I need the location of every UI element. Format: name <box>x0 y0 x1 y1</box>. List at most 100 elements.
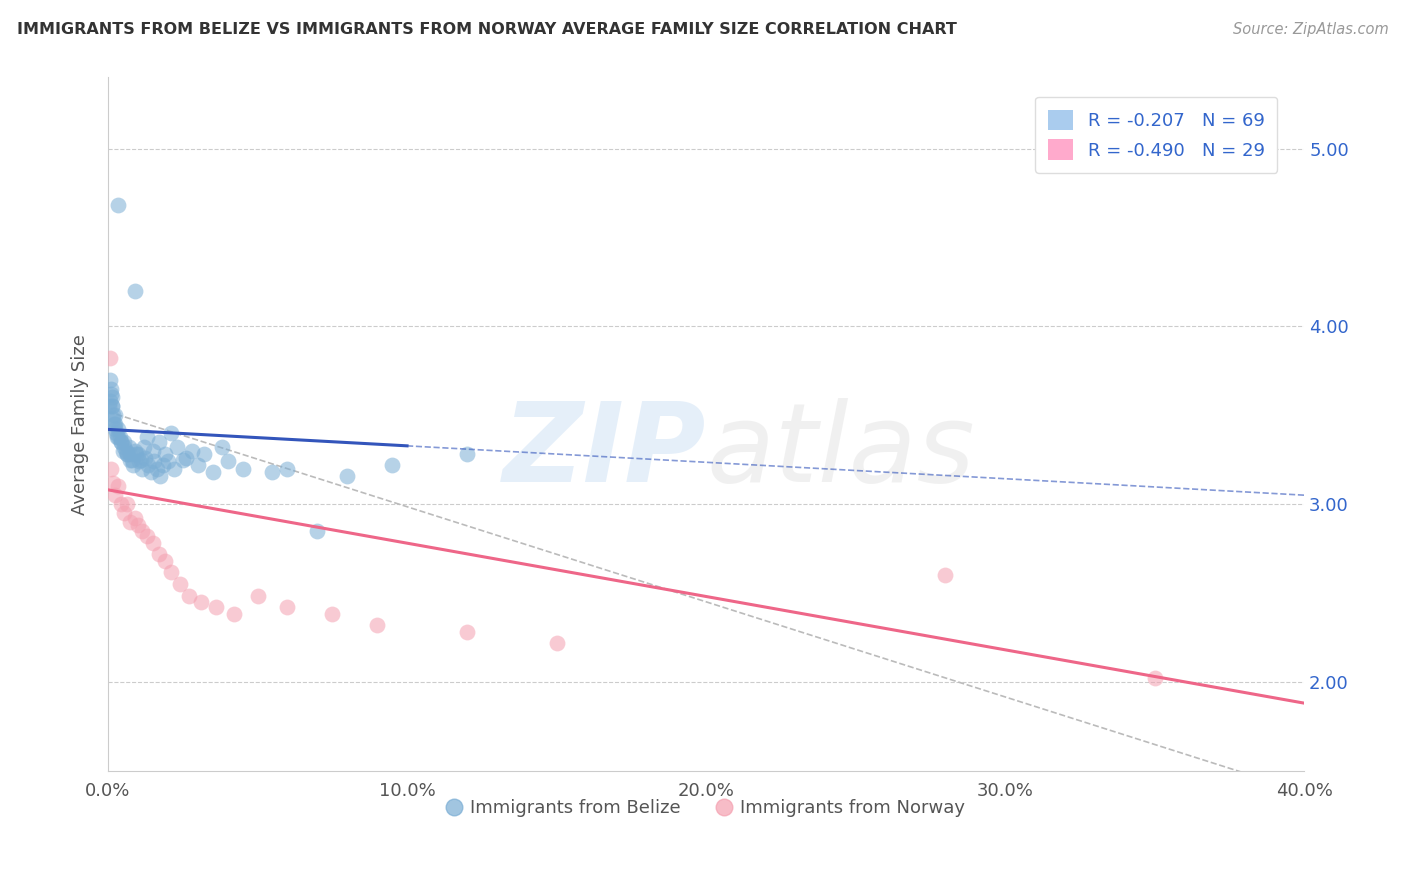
Point <box>148 547 170 561</box>
Point <box>103 408 125 422</box>
Point <box>153 554 176 568</box>
Point <box>108 429 131 443</box>
Point <box>100 461 122 475</box>
Point <box>321 607 343 622</box>
Point <box>142 536 165 550</box>
Point <box>172 452 194 467</box>
Point <box>124 284 146 298</box>
Point <box>153 447 176 461</box>
Point <box>169 577 191 591</box>
Point <box>159 425 181 440</box>
Point <box>100 387 122 401</box>
Point <box>115 447 138 461</box>
Point <box>276 461 298 475</box>
Point <box>101 411 124 425</box>
Point <box>125 447 148 461</box>
Point <box>107 422 129 436</box>
Point <box>104 417 127 431</box>
Point <box>456 625 478 640</box>
Point <box>98 399 121 413</box>
Point <box>107 198 129 212</box>
Point <box>104 422 127 436</box>
Point <box>174 450 197 465</box>
Legend: Immigrants from Belize, Immigrants from Norway: Immigrants from Belize, Immigrants from … <box>440 791 973 824</box>
Point <box>232 461 254 475</box>
Point <box>104 488 127 502</box>
Point <box>381 458 404 472</box>
Point <box>105 429 128 443</box>
Point <box>100 391 122 405</box>
Point <box>118 440 141 454</box>
Point <box>456 447 478 461</box>
Point <box>141 465 163 479</box>
Point <box>122 458 145 472</box>
Point <box>193 447 215 461</box>
Point <box>307 524 329 538</box>
Point <box>110 434 132 449</box>
Point <box>107 479 129 493</box>
Point <box>138 458 160 472</box>
Point <box>190 595 212 609</box>
Point <box>110 497 132 511</box>
Text: IMMIGRANTS FROM BELIZE VS IMMIGRANTS FROM NORWAY AVERAGE FAMILY SIZE CORRELATION: IMMIGRANTS FROM BELIZE VS IMMIGRANTS FRO… <box>17 22 956 37</box>
Point <box>131 461 153 475</box>
Point <box>180 443 202 458</box>
Point <box>128 454 150 468</box>
Point <box>98 394 121 409</box>
Point <box>163 461 186 475</box>
Point <box>201 465 224 479</box>
Point <box>100 373 122 387</box>
Point <box>204 600 226 615</box>
Point <box>118 452 141 467</box>
Point <box>262 465 284 479</box>
Point <box>124 443 146 458</box>
Point <box>159 565 181 579</box>
Point <box>131 524 153 538</box>
Point <box>546 636 568 650</box>
Point <box>100 351 122 366</box>
Point <box>177 590 200 604</box>
Point <box>103 408 125 422</box>
Point <box>187 458 209 472</box>
Point <box>112 440 135 454</box>
Point <box>103 475 125 490</box>
Text: ZIP: ZIP <box>502 399 706 505</box>
Point <box>114 506 136 520</box>
Point <box>336 468 359 483</box>
Point <box>149 468 172 483</box>
Point <box>115 443 138 458</box>
Point <box>135 429 157 443</box>
Point <box>114 434 136 449</box>
Point <box>111 443 134 458</box>
Point <box>211 440 233 454</box>
Text: Source: ZipAtlas.com: Source: ZipAtlas.com <box>1233 22 1389 37</box>
Point <box>934 568 956 582</box>
Point <box>129 452 152 467</box>
Point <box>135 529 157 543</box>
Point <box>110 434 132 449</box>
Point <box>117 497 139 511</box>
Point <box>146 461 169 475</box>
Point <box>217 454 239 468</box>
Point <box>143 454 166 468</box>
Text: atlas: atlas <box>706 399 974 505</box>
Point <box>124 511 146 525</box>
Point <box>107 429 129 443</box>
Point <box>152 458 174 472</box>
Point <box>246 590 269 604</box>
Point <box>142 443 165 458</box>
Point <box>101 399 124 413</box>
Y-axis label: Average Family Size: Average Family Size <box>72 334 89 515</box>
Point <box>1143 671 1166 685</box>
Point <box>127 447 149 461</box>
Point <box>120 515 142 529</box>
Point <box>222 607 245 622</box>
Point <box>132 440 155 454</box>
Point <box>366 618 388 632</box>
Point <box>100 382 122 396</box>
Point <box>105 425 128 440</box>
Point <box>134 450 156 465</box>
Point <box>120 447 142 461</box>
Point <box>121 452 143 467</box>
Point <box>276 600 298 615</box>
